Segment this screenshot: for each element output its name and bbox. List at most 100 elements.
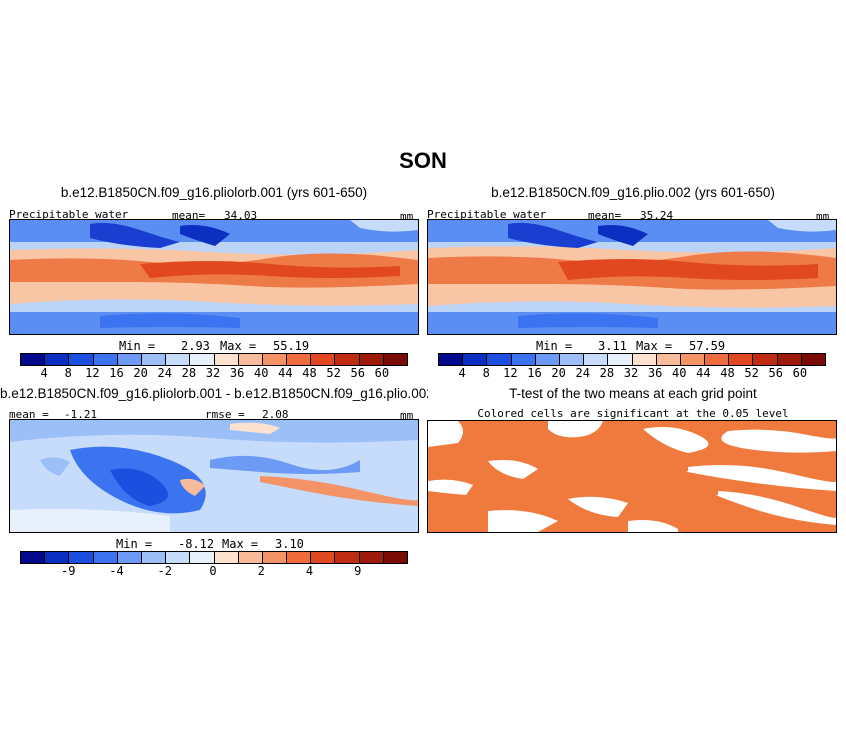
- panel-4-field: [428, 421, 836, 532]
- panel-2-max-value: 57.59: [686, 339, 729, 353]
- panel-2-max-label: Max =: [633, 339, 676, 353]
- colorbar-3-bin: [141, 552, 167, 563]
- colorbar-tick-label: 44: [278, 366, 293, 380]
- colorbar-tick-label: 56: [768, 366, 783, 380]
- panel-2-map: [427, 219, 837, 335]
- colorbar-2-bin: [463, 354, 488, 365]
- panel-3-title: b.e12.B1850CN.f09_g16.pliolorb.001 - b.e…: [0, 386, 428, 401]
- panel-1-max-value: 55.19: [270, 339, 313, 353]
- panel-3-max-label: Max =: [219, 537, 262, 551]
- panel-1-mean-value: 34.03: [224, 209, 258, 222]
- colorbar-1-bin: [287, 354, 312, 365]
- panel-2-ticks: 4 8 12 16 20 24 28 32 36 40 44 48 52 56 60: [438, 366, 824, 382]
- colorbar-1-bin: [238, 354, 263, 365]
- colorbar-tick-label: 16: [109, 366, 124, 380]
- colorbar-2-bin: [801, 354, 825, 365]
- colorbar-tick-label: 48: [302, 366, 317, 380]
- colorbar-2-bin: [487, 354, 512, 365]
- panel-2-field: [428, 220, 836, 334]
- colorbar-tick-label: 12: [85, 366, 100, 380]
- colorbar-2-bin: [584, 354, 609, 365]
- colorbar-1-bin: [383, 354, 407, 365]
- colorbar-1-bin: [45, 354, 70, 365]
- colorbar-2-bin: [705, 354, 730, 365]
- colorbar-tick-label: 56: [350, 366, 365, 380]
- panel-1-field: [10, 220, 418, 334]
- colorbar-tick-label: 4: [458, 366, 466, 380]
- colorbar-3-bin: [69, 552, 94, 563]
- colorbar-3-bin: [93, 552, 118, 563]
- panel-3-rmse-value: 2.08: [262, 408, 289, 421]
- colorbar-1-bin: [335, 354, 360, 365]
- panel-3-ticks: -9 -4 -2 0 2 4 9: [20, 564, 406, 580]
- colorbar-2-bin: [439, 354, 464, 365]
- colorbar-3-bin: [262, 552, 288, 563]
- colorbar-3-bin: [335, 552, 360, 563]
- colorbar-2-bin: [680, 354, 706, 365]
- panel-3-units: mm: [400, 409, 414, 422]
- panel-1-variable: Precipitable water: [9, 208, 129, 221]
- colorbar-1-bin: [214, 354, 239, 365]
- colorbar-2-bin: [608, 354, 633, 365]
- colorbar-tick-label: 32: [623, 366, 639, 380]
- panel-3-min-value: -8.12: [175, 537, 218, 551]
- colorbar-tick-label: 8: [482, 366, 490, 380]
- figure-title: SON: [399, 148, 447, 173]
- panel-4-subtitle: Colored cells are significant at the 0.0…: [477, 407, 789, 420]
- colorbar-3-bin: [214, 552, 239, 563]
- colorbar-tick-label: 9: [354, 564, 362, 578]
- colorbar-tick-label: 28: [599, 366, 615, 380]
- panel-1-min-label: Min =: [116, 339, 159, 353]
- colorbar-1-bin: [141, 354, 167, 365]
- colorbar-tick-label: -9: [61, 564, 76, 578]
- colorbar-3-bin: [311, 552, 336, 563]
- colorbar-3-bin: [117, 552, 142, 563]
- colorbar-1-bin: [262, 354, 288, 365]
- panel-2-mean-label: mean=: [588, 209, 622, 222]
- colorbar-3-bin: [190, 552, 215, 563]
- colorbar-tick-label: 60: [792, 366, 808, 380]
- panel-3-mean-label: mean =: [9, 408, 49, 421]
- colorbar-3-bin: [166, 552, 191, 563]
- colorbar-tick-label: 28: [181, 366, 197, 380]
- panel-2-mean-value: 35.24: [640, 209, 674, 222]
- colorbar-2-bin: [753, 354, 778, 365]
- panel-3-min-label: Min =: [113, 537, 156, 551]
- colorbar-tick-label: 24: [575, 366, 590, 380]
- colorbar-tick-label: 12: [503, 366, 518, 380]
- panel-1-min-value: 2.93: [178, 339, 213, 353]
- colorbar-tick-label: 2: [257, 564, 265, 578]
- colorbar-2-bin: [656, 354, 681, 365]
- colorbar-3-bin: [383, 552, 407, 563]
- panel-4-map: [427, 420, 837, 533]
- colorbar-tick-label: 52: [326, 366, 341, 380]
- panel-3-map: [9, 419, 419, 533]
- panel-2-colorbar: [438, 353, 826, 366]
- panel-1-max-label: Max =: [217, 339, 260, 353]
- colorbar-3-bin: [45, 552, 70, 563]
- panel-2-variable: Precipitable water: [427, 208, 547, 221]
- colorbar-tick-label: 24: [157, 366, 172, 380]
- colorbar-1-bin: [117, 354, 142, 365]
- colorbar-1-bin: [93, 354, 118, 365]
- colorbar-3-bin: [287, 552, 312, 563]
- colorbar-tick-label: 4: [40, 366, 48, 380]
- colorbar-tick-label: 32: [205, 366, 221, 380]
- panel-1-title: b.e12.B1850CN.f09_g16.pliolorb.001 (yrs …: [60, 185, 368, 200]
- colorbar-2-bin: [535, 354, 560, 365]
- colorbar-2-bin: [559, 354, 585, 365]
- panel-1-ticks: 4 8 12 16 20 24 28 32 36 40 44 48 52 56 60: [20, 366, 406, 382]
- colorbar-tick-label: 16: [527, 366, 542, 380]
- panel-3-rmse-label: rmse =: [205, 408, 245, 421]
- colorbar-3-bin: [21, 552, 46, 563]
- colorbar-tick-label: 40: [672, 366, 687, 380]
- colorbar-1-bin: [190, 354, 215, 365]
- panel-2-min-value: 3.11: [595, 339, 630, 353]
- panel-2-title: b.e12.B1850CN.f09_g16.plio.002 (yrs 601-…: [491, 185, 775, 200]
- colorbar-tick-label: 36: [229, 366, 245, 380]
- colorbar-tick-label: 20: [551, 366, 566, 380]
- colorbar-tick-label: -2: [157, 564, 172, 578]
- panel-1-mean-label: mean=: [172, 209, 206, 222]
- colorbar-tick-label: 40: [254, 366, 269, 380]
- colorbar-2-bin: [729, 354, 754, 365]
